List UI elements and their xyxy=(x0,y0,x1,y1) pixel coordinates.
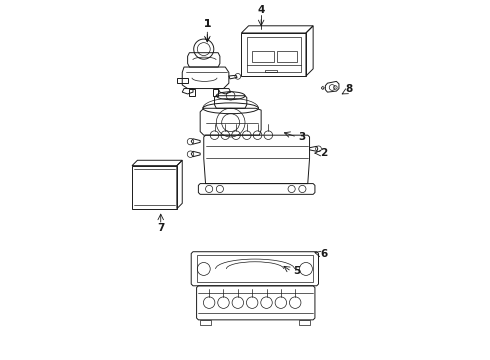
Text: 6: 6 xyxy=(320,248,327,258)
Text: 3: 3 xyxy=(299,132,306,142)
Text: 1: 1 xyxy=(204,19,211,42)
Text: 7: 7 xyxy=(157,224,165,233)
Text: 4: 4 xyxy=(257,5,265,15)
Text: 1: 1 xyxy=(204,19,211,29)
Text: 8: 8 xyxy=(345,84,353,94)
Text: 2: 2 xyxy=(320,148,327,158)
Text: 5: 5 xyxy=(294,266,301,276)
